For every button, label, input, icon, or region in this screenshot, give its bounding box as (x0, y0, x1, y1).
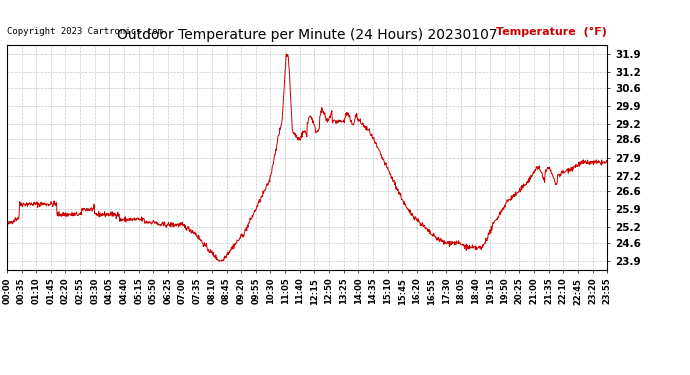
Title: Outdoor Temperature per Minute (24 Hours) 20230107: Outdoor Temperature per Minute (24 Hours… (117, 28, 497, 42)
Text: Temperature  (°F): Temperature (°F) (496, 27, 607, 37)
Text: Copyright 2023 Cartronics.com: Copyright 2023 Cartronics.com (7, 27, 163, 36)
